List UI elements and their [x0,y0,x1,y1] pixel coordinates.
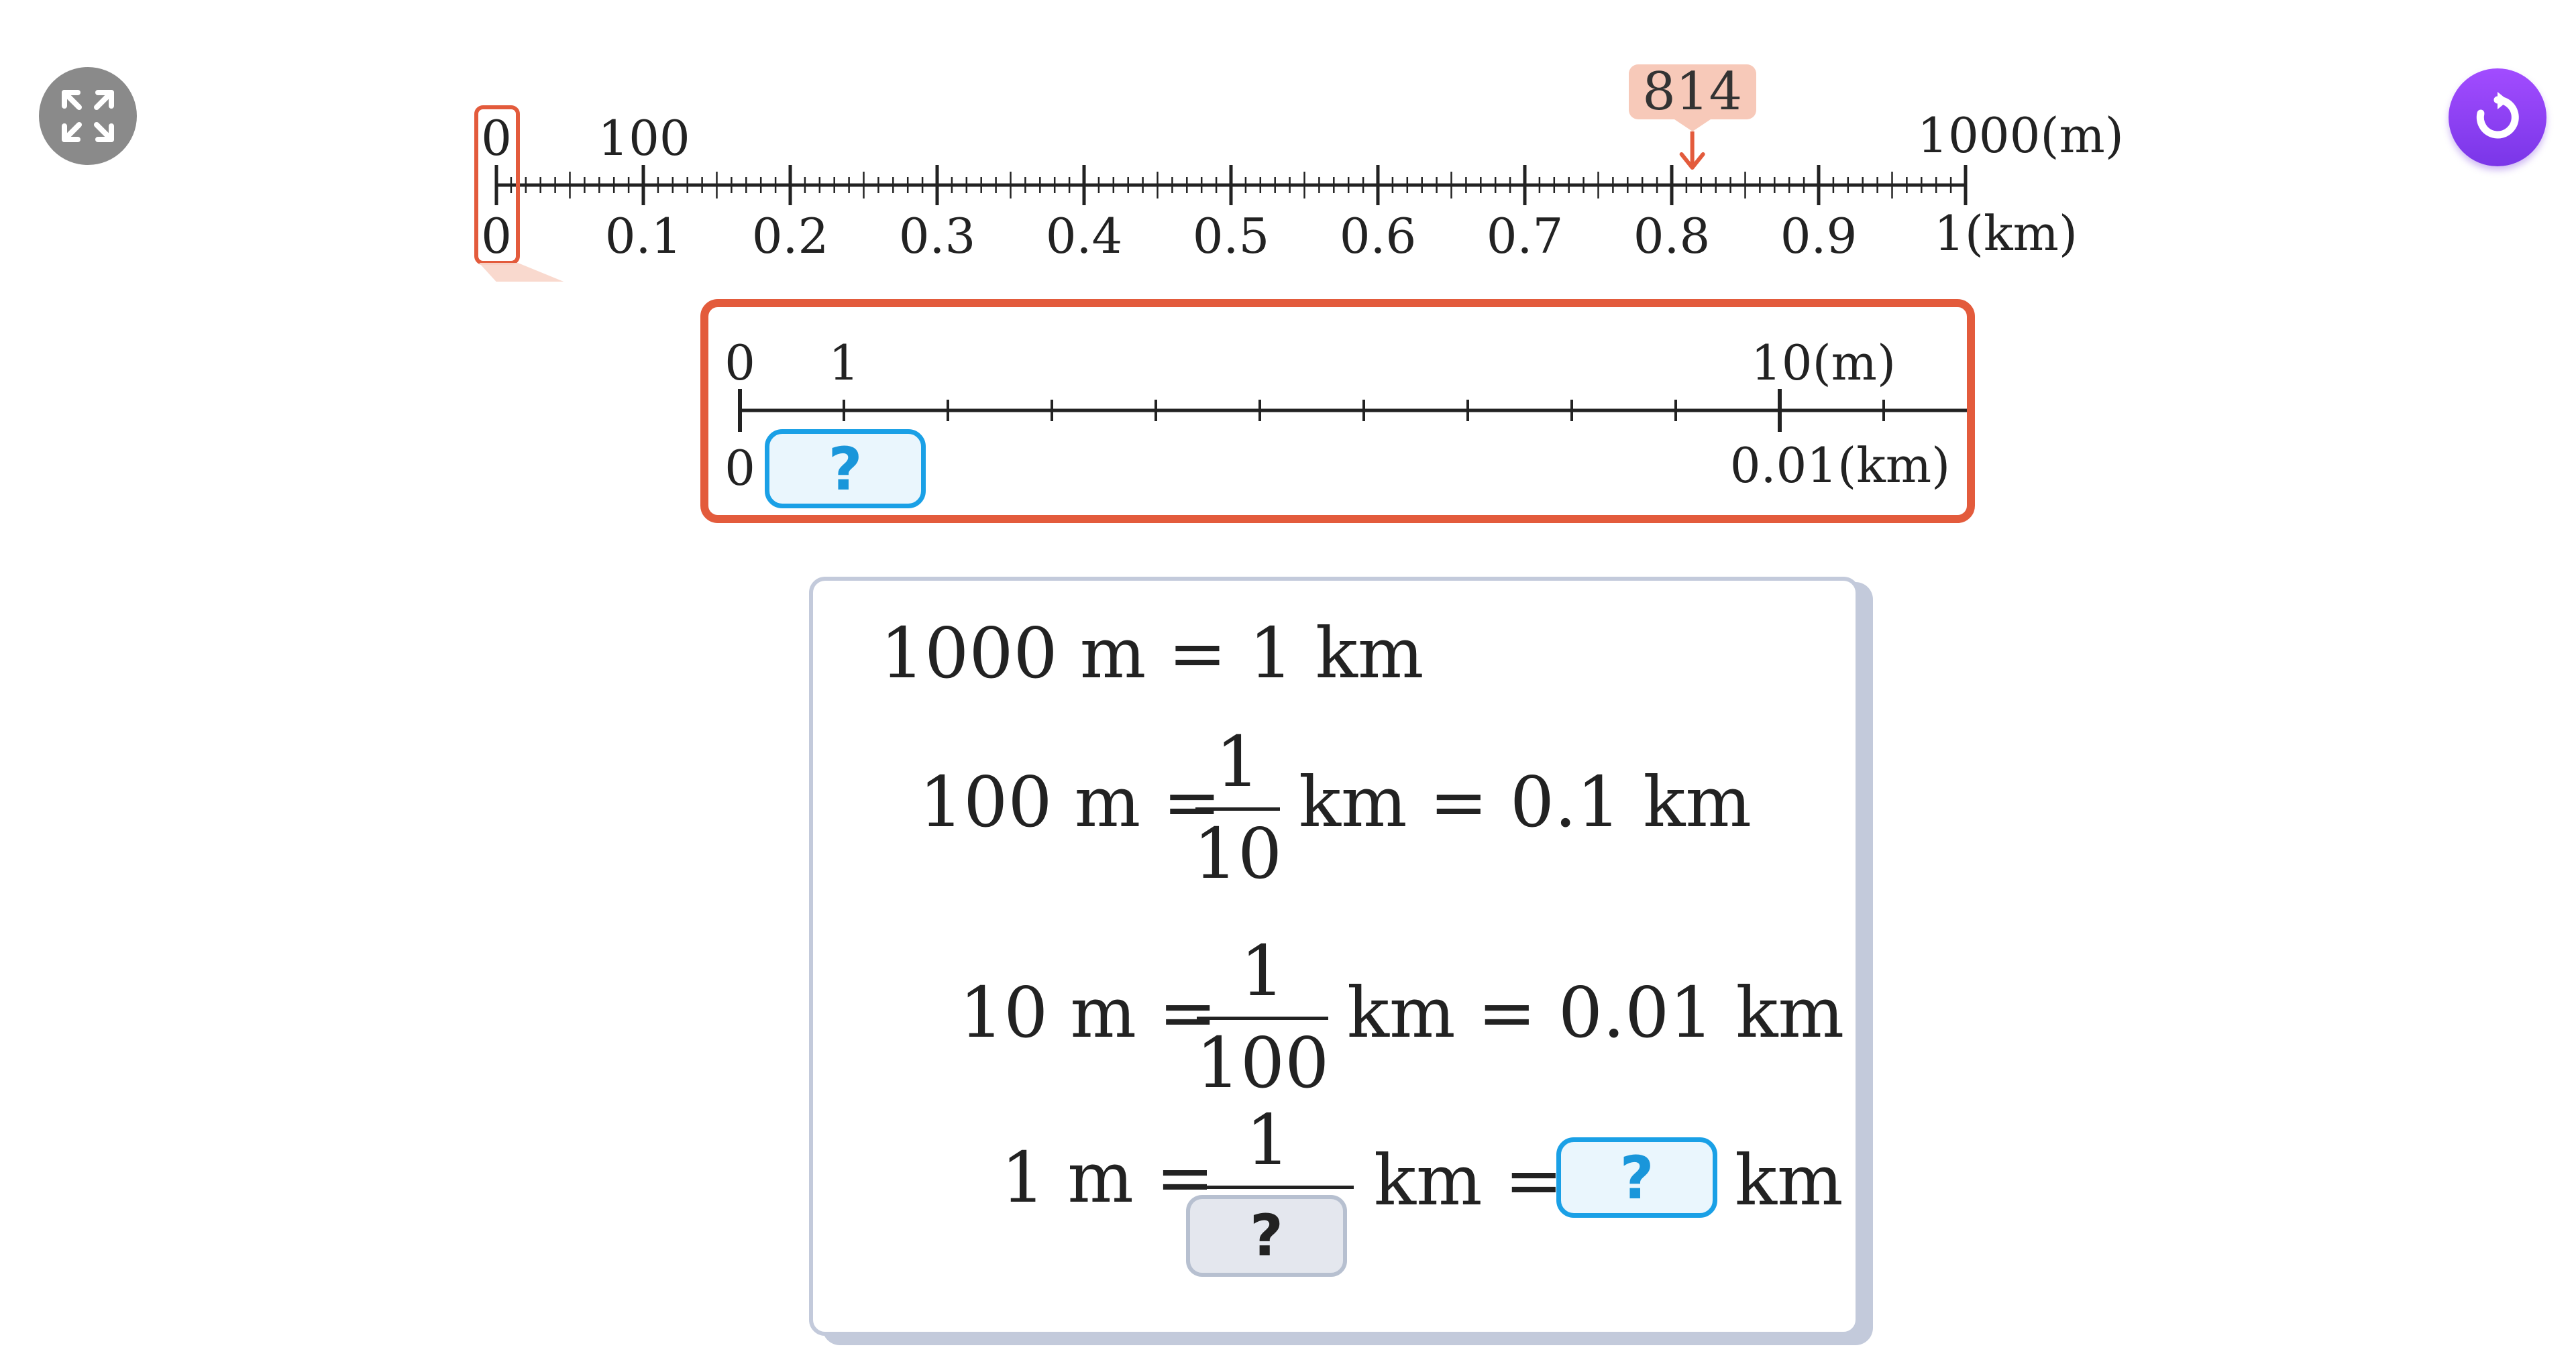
bottom-label: 0.4 [1045,208,1123,264]
top-label-100: 100 [598,110,690,166]
fraction-bar [1197,1017,1328,1020]
bottom-label: 0 [481,208,512,264]
bottom-label: 0.9 [1780,208,1858,264]
marker-value: 814 [1642,62,1743,122]
number-line [474,105,1968,282]
fraction-denominator: 10 [1193,813,1283,895]
fraction-numerator: 1 [1215,721,1260,803]
zoom-bottom-label-zero: 0 [724,440,755,496]
decimal-answer-box[interactable]: ? [1556,1137,1717,1218]
equation-line-3-fraction: 1 100 [1195,930,1330,1104]
fraction-numerator: 1 [1245,1099,1291,1181]
equation-line-3-right: km = 0.01 km [1347,972,1845,1053]
marker-label: 814 [1628,62,1756,122]
fraction-denominator: 100 [1195,1022,1330,1104]
zoom-top-label-zero: 0 [724,335,755,391]
bottom-label: 0.5 [1192,208,1270,264]
bottom-label: 0.2 [751,208,829,264]
top-label-end: 1000(m) [1917,107,2124,164]
equation-line-2-left: 100 m = [919,761,1222,843]
bottom-label: 0.1 [604,208,682,264]
decimal-answer-placeholder: ? [1619,1143,1654,1212]
fraction-bar [1182,1186,1354,1189]
equation-line-2-right: km = 0.1 km [1299,761,1752,843]
fraction-bar [1195,807,1280,811]
equation-line-4-left: 1 m = [1001,1137,1215,1218]
denominator-placeholder: ? [1250,1202,1283,1269]
bottom-label: 0.6 [1339,208,1417,264]
denominator-answer-box[interactable]: ? [1186,1195,1347,1277]
equation-line-2-fraction: 1 10 [1193,721,1283,895]
zoom-bottom-label-end: 0.01(km) [1729,437,1951,494]
equation-line-3-left: 10 m = [959,972,1218,1053]
fullscreen-button[interactable] [39,67,137,165]
zoom-number-line [738,389,1967,432]
expand-icon [62,90,114,142]
bottom-label: 0.8 [1633,208,1711,264]
bottom-label: 0.3 [898,208,976,264]
equation-line-4-fraction: 1 [1182,1105,1354,1202]
refresh-icon [2476,92,2519,139]
equation-line-4-mid: km = [1374,1139,1563,1221]
fraction-numerator: 1 [1240,930,1285,1012]
zoom-funnel [479,263,564,282]
reset-button[interactable] [2449,68,2546,166]
bottom-label: 1(km) [1934,205,2078,262]
zoom-answer-placeholder: ? [828,434,863,504]
zoom-top-label-1: 1 [828,335,859,391]
zoom-answer-box[interactable]: ? [765,429,926,508]
bottom-label: 0.7 [1486,208,1564,264]
equation-line-4-unit: km [1735,1139,1843,1221]
marker-pointer [1672,118,1713,131]
zoom-top-label-end: 10(m) [1750,335,1896,391]
top-label-zero: 0 [481,110,512,166]
marker-arrow [1679,131,1705,170]
equation-line-1: 1000 m = 1 km [880,612,1424,694]
